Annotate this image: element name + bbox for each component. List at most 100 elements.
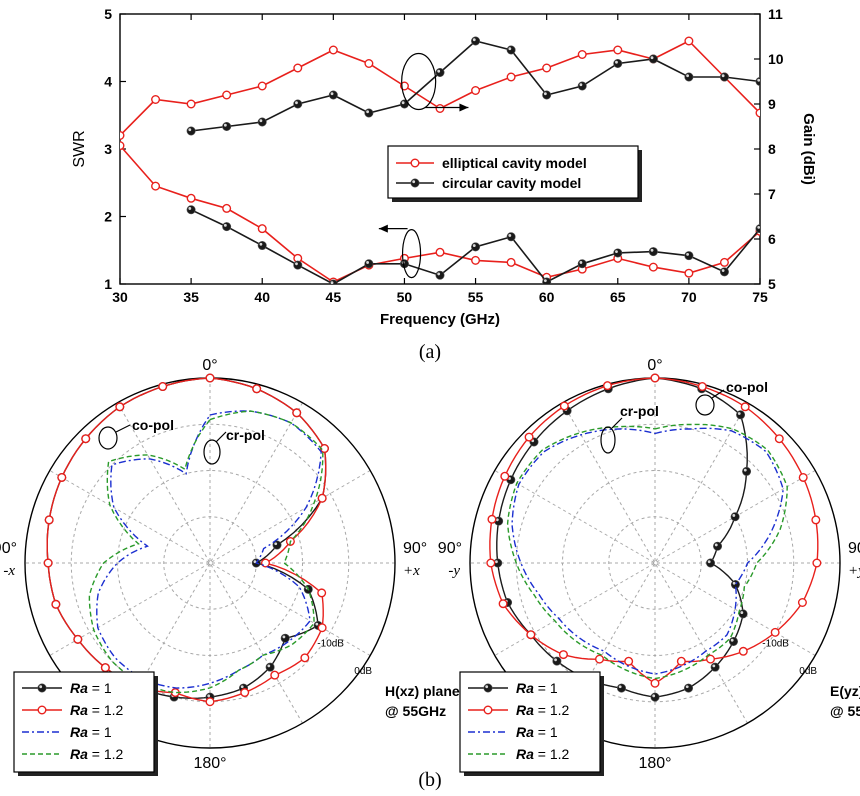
data-point-highlight	[401, 101, 405, 105]
swr-gain-chart: 30 35 40 45 50 55 60 65 70 7512345567891011Freque…	[71, 6, 817, 328]
data-point	[186, 126, 196, 136]
polar-point	[742, 466, 752, 476]
polar-point-highlight	[274, 542, 278, 546]
polar-point	[43, 558, 53, 568]
polar-point-highlight	[652, 694, 656, 698]
data-point	[151, 94, 161, 104]
legend-entry: Ra = 1.2	[516, 702, 570, 718]
polar-point	[205, 697, 215, 707]
data-point	[435, 68, 445, 78]
co-pol-ellipse	[98, 426, 118, 450]
data-point	[613, 248, 623, 258]
polar-point	[798, 472, 808, 482]
legend-marker-highlight	[412, 180, 416, 184]
data-point	[293, 99, 303, 109]
polar-point	[498, 599, 508, 609]
data-point-highlight	[579, 261, 583, 264]
angle-label-left: 90°	[0, 540, 17, 557]
data-point	[719, 267, 729, 277]
angle-label-right: 90°	[848, 540, 860, 557]
polar-point-highlight	[618, 685, 622, 689]
data-point	[257, 224, 267, 234]
cr-pol-label: cr-pol	[620, 403, 659, 419]
x-tick-label: 50	[397, 289, 413, 305]
polar-point	[292, 408, 302, 418]
data-point-highlight	[508, 47, 512, 51]
legend-box	[387, 145, 639, 199]
y2-tick-label: 7	[768, 186, 776, 202]
polar-series-0	[46, 377, 327, 700]
data-point	[257, 117, 267, 127]
polar-point	[697, 382, 707, 392]
data-point-highlight	[472, 244, 476, 247]
polar-point-highlight	[685, 685, 689, 689]
legend-marker	[483, 683, 493, 693]
polar-point	[730, 512, 740, 522]
polar-point	[270, 670, 280, 680]
data-point	[328, 90, 338, 100]
series-line-2	[120, 40, 760, 137]
data-point	[684, 268, 694, 278]
co-pol-label: co-pol	[726, 379, 768, 395]
polar-point	[684, 683, 694, 693]
data-point	[399, 99, 409, 109]
data-point	[257, 81, 267, 91]
legend-entry: Ra = 1	[70, 680, 112, 696]
data-point	[328, 45, 338, 55]
swr-arrowhead	[378, 224, 388, 233]
data-point-highlight	[223, 123, 227, 127]
legend-marker	[37, 683, 47, 693]
cr-pol-ellipse	[203, 439, 221, 465]
data-point-highlight	[223, 223, 227, 227]
rtick-label: 0dB	[354, 666, 372, 677]
data-point	[435, 270, 445, 280]
data-point	[755, 224, 760, 234]
data-point-highlight	[366, 261, 369, 264]
polar-series-2	[511, 427, 784, 675]
data-point	[755, 108, 760, 118]
y2-tick-label: 11	[768, 6, 783, 22]
polar-point-highlight	[732, 581, 736, 585]
data-point	[293, 63, 303, 73]
legend-entry: Ra = 1.2	[516, 746, 570, 762]
rtick-label: -10dB	[762, 638, 789, 649]
data-point	[435, 247, 445, 257]
data-point	[506, 72, 516, 82]
data-point-highlight	[650, 248, 654, 252]
data-point	[471, 255, 481, 265]
data-point-highlight	[259, 119, 263, 123]
data-point	[328, 279, 338, 284]
gain-arrowhead	[459, 103, 469, 112]
polar-point	[158, 382, 168, 392]
polar-point	[559, 401, 569, 411]
data-point	[364, 59, 374, 69]
legend-entry: Ra = 1.2	[70, 702, 124, 718]
data-point-highlight	[721, 269, 725, 272]
x-tick-label: 55	[468, 289, 484, 305]
legend-marker	[483, 705, 493, 715]
polar-point	[650, 373, 660, 383]
data-point	[684, 36, 694, 46]
data-point	[222, 222, 232, 232]
y2-tick-label: 5	[768, 276, 776, 292]
angle-label-left-sub: -y	[448, 563, 460, 579]
legend-marker	[410, 158, 420, 168]
polar-point	[81, 434, 91, 444]
e-plane-polar-chart: 0° 90° -y 90° +y 180° -10dB 0dB E(yz) plane @ 55G…	[438, 357, 860, 776]
x-axis-label: Frequency (GHz)	[380, 311, 500, 328]
polar-point-highlight	[730, 638, 734, 642]
cr-pol-arrow	[215, 431, 227, 443]
plane-label-freq: @ 55GHz	[830, 703, 860, 719]
polar-point	[552, 656, 562, 666]
data-point	[684, 72, 694, 82]
polar-point	[713, 541, 723, 551]
data-point	[151, 181, 161, 191]
data-point-highlight	[295, 101, 298, 105]
x-tick-label: 70	[681, 289, 697, 305]
y2-tick-label: 6	[768, 231, 776, 247]
polar-point	[252, 384, 262, 394]
data-point	[648, 54, 658, 64]
data-point	[222, 90, 232, 100]
polar-point	[705, 558, 715, 568]
